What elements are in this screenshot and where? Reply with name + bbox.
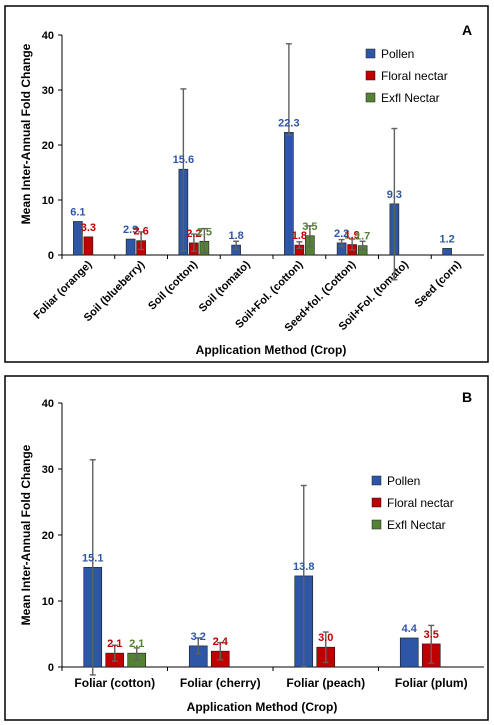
panel-a-data-label-exfl-nectar: 2.5 [197,226,212,238]
panel-a-x-tick-label: Seed (corn) [412,258,464,310]
panel-b-data-label-exfl-nectar: 2.1 [129,638,144,650]
panel-a-data-label-pollen: 22.3 [278,117,299,129]
panel-a-bar-floral-nectar [83,236,94,256]
panel-b-legend-swatch-floral-nectar [371,497,382,508]
panel-a-x-axis-title: Application Method (Crop) [196,343,347,357]
panel-a-data-label-exfl-nectar: 1.7 [355,231,370,243]
panel-b-y-tick-label: 0 [48,662,54,674]
panel-b-data-label-pollen: 13.8 [293,561,314,573]
panel-a-bar-pollen [442,248,452,256]
panel-b-legend-label-exfl-nectar: Exfl Nectar [387,518,446,532]
panel-a-data-label-exfl-nectar: 3.5 [302,221,317,233]
panel-a-legend-label-pollen: Pollen [381,47,414,61]
panel-a-legend-label-floral-nectar: Floral nectar [381,69,448,83]
panel-a-data-label-floral-nectar: 1.8 [292,230,307,242]
panel-b-legend-swatch-exfl-nectar [371,519,382,530]
panel-b-plot: 0 10 20 30 40 Foliar (cotton) 15.1 2.1 2.1 Foliar… [42,398,484,690]
panel-a-letter: A [462,22,472,38]
panel-a-legend-label-exfl-nectar: Exfl Nectar [381,91,440,105]
panel-b-bar-pollen [399,637,419,668]
panel-a-data-label-pollen: 6.1 [70,206,85,218]
panel-a-data-label-pollen: 9.3 [387,189,402,201]
panel-a-data-label-pollen: 2.9 [123,224,138,236]
panel-b-y-tick-label: 40 [42,398,54,410]
panel-b-data-label-floral-nectar: 3.5 [424,629,439,641]
panel-b-letter: B [462,389,472,405]
panel-a-y-tick-label: 20 [42,140,54,152]
panel-a-y-tick-label: 40 [42,30,54,42]
panel-b-y-tick-label: 10 [42,596,54,608]
panel-a-data-label-floral-nectar: 2.2 [186,228,201,240]
panel-b-legend-label-floral-nectar: Floral nectar [387,496,454,510]
panel-a-border [4,5,489,363]
panel-a-y-tick-label: 0 [48,250,54,262]
panel-b-data-label-floral-nectar: 2.4 [213,636,229,648]
panel-a-y-tick-label: 30 [42,85,54,97]
panel-a-y-axis-title: Mean Inter-Annual Fold Change [19,43,33,224]
panel-b-data-label-pollen: 3.2 [191,631,206,643]
panel-a-data-label-pollen: 1.2 [439,233,454,245]
panel-b-data-label-floral-nectar: 2.1 [107,638,122,650]
panel-b-x-tick-label: Foliar (cotton) [74,676,155,690]
panel-b-x-axis-title: Application Method (Crop) [187,700,338,714]
panel-a-data-label-floral-nectar: 3.3 [81,222,96,234]
panel-b-y-tick-label: 30 [42,464,54,476]
panel-b-border [4,375,489,721]
panel-a-y-tick-label: 10 [42,195,54,207]
panel-b-x-tick-label: Foliar (cherry) [180,676,261,690]
panel-a-data-label-pollen: 15.6 [173,154,194,166]
panel-a-bar-pollen [73,221,83,256]
panel-b-data-label-floral-nectar: 3.0 [318,632,333,644]
panel-a-legend-swatch-floral-nectar [365,70,376,81]
panel-b-x-tick-label: Foliar (peach) [286,676,365,690]
panel-b-y-tick-label: 20 [42,530,54,542]
panel-a-legend-swatch-pollen [365,48,376,59]
panel-b-data-label-pollen: 15.1 [82,552,103,564]
panel-b-x-tick-label: Foliar (plum) [395,676,468,690]
panel-a-x-tick-label: Soil (cotton) [146,258,200,312]
panel-b-legend-label-pollen: Pollen [387,474,420,488]
panel-a-x-tick-label: Soil (tomato) [197,258,253,314]
panel-b-y-axis-title: Mean Inter-Annual Fold Change [19,444,33,625]
panel-a-data-label-floral-nectar: 2.6 [133,226,148,238]
panel-a-data-label-pollen: 1.8 [228,230,243,242]
panel-b-data-label-pollen: 4.4 [402,623,418,635]
panel-b-legend-swatch-pollen [371,475,382,486]
panel-a-data-label-floral-nectar: 1.9 [344,230,359,242]
panel-a-data-label-pollen: 2.2 [334,228,349,240]
panel-a-legend-swatch-exfl-nectar [365,92,376,103]
panel-a-bar-pollen [125,238,136,256]
